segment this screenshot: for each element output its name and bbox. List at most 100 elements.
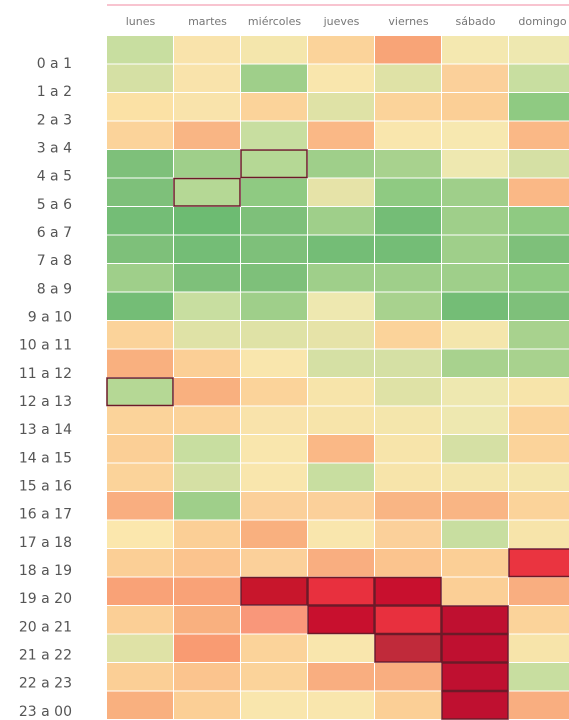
heatmap-cell <box>174 207 240 235</box>
heatmap-cell <box>107 634 173 662</box>
heatmap-cell <box>509 606 569 634</box>
heatmap-cell <box>375 121 441 149</box>
heatmap-cell <box>308 292 374 320</box>
row-label: 1 a 2 <box>37 84 72 100</box>
heatmap-cell <box>375 349 441 377</box>
heatmap-cell <box>442 150 508 178</box>
heatmap-cell <box>375 292 441 320</box>
row-label: 15 a 16 <box>19 479 72 495</box>
heatmap-cell <box>509 406 569 434</box>
heatmap-cell <box>241 292 307 320</box>
heatmap-cell <box>509 235 569 263</box>
heatmap-cell <box>442 207 508 235</box>
heatmap-cell <box>241 435 307 463</box>
heatmap-cell <box>307 605 375 635</box>
heatmap-cell <box>509 64 569 92</box>
heatmap-cell <box>107 321 173 349</box>
heatmap-cell <box>308 435 374 463</box>
heatmap-cell <box>241 378 307 406</box>
row-label: 8 a 9 <box>37 281 72 297</box>
row-label: 22 a 23 <box>19 676 72 692</box>
heatmap-cell <box>442 36 508 64</box>
heatmap-cell <box>375 520 441 548</box>
heatmap-cell <box>509 463 569 491</box>
heatmap-cell <box>308 349 374 377</box>
heatmap-cell <box>174 264 240 292</box>
heatmap-cell <box>442 178 508 206</box>
heatmap-cell <box>174 520 240 548</box>
heatmap-cell <box>375 235 441 263</box>
row-label: 16 a 17 <box>19 507 72 523</box>
heatmap-cell <box>509 634 569 662</box>
heatmap-cell <box>375 435 441 463</box>
heatmap-cell <box>308 235 374 263</box>
heatmap-cell <box>375 64 441 92</box>
heatmap-cell <box>441 605 509 635</box>
heatmap-cell <box>442 492 508 520</box>
heatmap-cell <box>308 121 374 149</box>
heatmap-cell <box>375 207 441 235</box>
heatmap-cell <box>509 378 569 406</box>
heatmap-cell <box>174 321 240 349</box>
heatmap-cell <box>509 691 569 719</box>
heatmap-cell <box>308 492 374 520</box>
row-label: 20 a 21 <box>19 619 72 635</box>
heatmap-cell <box>442 378 508 406</box>
column-label: martes <box>188 15 227 28</box>
heatmap-cell <box>375 150 441 178</box>
heatmap-cell <box>441 662 509 692</box>
heatmap-cell <box>241 634 307 662</box>
column-label: lunes <box>126 15 156 28</box>
heatmap-cell <box>442 577 508 605</box>
heatmap-cell <box>441 690 509 720</box>
heatmap-cell <box>308 36 374 64</box>
heatmap-cell <box>174 64 240 92</box>
heatmap-cell <box>308 378 374 406</box>
column-label: miércoles <box>248 15 301 28</box>
heatmap-cell <box>308 178 374 206</box>
heatmap-cell <box>241 520 307 548</box>
heatmap-cell <box>174 150 240 178</box>
heatmap-cell <box>174 463 240 491</box>
heatmap-cell <box>374 605 442 635</box>
heatmap-cell <box>308 549 374 577</box>
heatmap-cell <box>106 377 174 407</box>
column-label: jueves <box>323 15 360 28</box>
heatmap-cell <box>442 121 508 149</box>
heatmap-cell <box>107 606 173 634</box>
heatmap-cell <box>442 463 508 491</box>
heatmap-cell <box>107 121 173 149</box>
heatmap-cell <box>241 235 307 263</box>
heatmap-cell <box>308 406 374 434</box>
heatmap-cell <box>174 577 240 605</box>
heatmap-cell <box>509 178 569 206</box>
heatmap-cell <box>307 576 375 606</box>
heatmap-cell <box>240 576 308 606</box>
heatmap-cell <box>375 36 441 64</box>
heatmap-cell <box>241 606 307 634</box>
heatmap-cell <box>174 93 240 121</box>
heatmap-cell <box>241 264 307 292</box>
heatmap-cell <box>241 64 307 92</box>
heatmap-cell <box>375 321 441 349</box>
heatmap-cell <box>375 691 441 719</box>
heatmap-cell <box>241 349 307 377</box>
heatmap-cell <box>308 93 374 121</box>
heatmap-cell <box>174 492 240 520</box>
heatmap-cell <box>308 150 374 178</box>
heatmap-cell <box>442 235 508 263</box>
heatmap-cell <box>308 634 374 662</box>
heatmap-cell <box>308 691 374 719</box>
heatmap-cell <box>107 93 173 121</box>
heatmap-cell <box>509 264 569 292</box>
column-label: sábado <box>456 15 496 28</box>
row-label: 4 a 5 <box>37 169 72 185</box>
heatmap-cell <box>442 520 508 548</box>
heatmap-cell <box>174 634 240 662</box>
heatmap-cell <box>308 463 374 491</box>
row-label: 21 a 22 <box>19 648 72 664</box>
heatmap-cell <box>442 321 508 349</box>
heatmap-cell <box>375 93 441 121</box>
heatmap-cell <box>441 633 509 663</box>
